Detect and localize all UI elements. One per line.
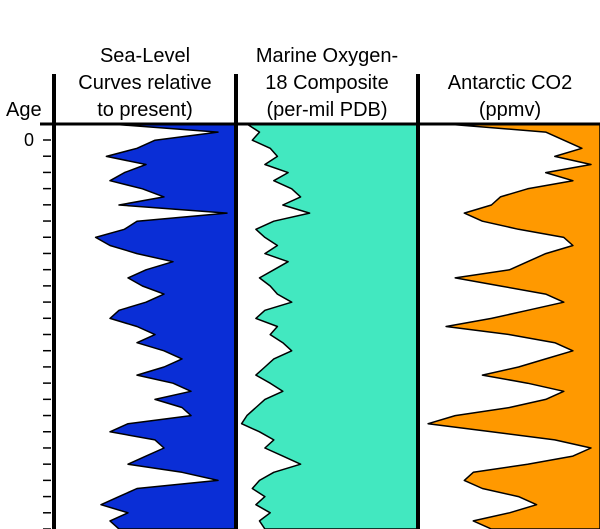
- panel-1-title-line-1: Sea-Level: [100, 45, 190, 67]
- panel-1-title-line-3: to present): [97, 99, 193, 121]
- panel-1-title-line-2: Curves relative: [78, 72, 211, 94]
- chart-panels: [94, 123, 600, 529]
- panel-2-title-line-2: 18 Composite: [265, 72, 388, 94]
- age-axis: 0: [24, 130, 51, 529]
- age-tick-label-0: 0: [24, 130, 34, 150]
- panel-1-area: [94, 123, 237, 529]
- panel-3-title-line-1: Antarctic CO2: [448, 72, 572, 94]
- panel-2-area: [240, 123, 418, 529]
- age-axis-label: Age: [6, 99, 42, 121]
- panel-3-title-line-2: (ppmv): [479, 99, 541, 121]
- chart-frame: [40, 74, 600, 529]
- panel-2-title-line-3: (per-mil PDB): [266, 99, 387, 121]
- panel-2-title-line-1: Marine Oxygen-: [256, 45, 398, 67]
- chart-headers: Sea-Level Curves relative to present) Marin…: [6, 45, 572, 121]
- panel-3-area: [427, 123, 600, 529]
